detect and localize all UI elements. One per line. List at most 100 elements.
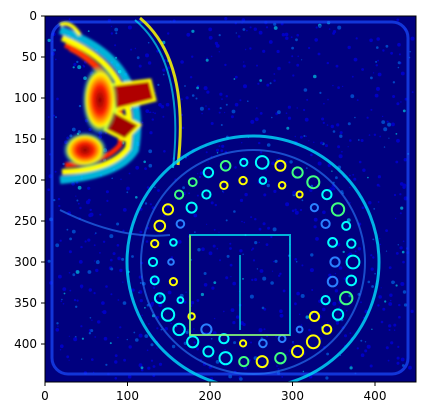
noise-speck <box>301 59 303 61</box>
noise-speck <box>110 32 114 35</box>
noise-speck <box>366 344 371 349</box>
noise-speck <box>300 294 305 298</box>
noise-speck <box>364 341 367 343</box>
noise-speck <box>353 57 358 62</box>
noise-speck <box>151 118 154 121</box>
noise-speck <box>394 217 397 220</box>
noise-speck <box>347 146 349 148</box>
noise-speck <box>364 349 368 353</box>
noise-speck <box>162 73 165 76</box>
noise-speck <box>144 167 148 171</box>
noise-speck <box>367 176 369 179</box>
noise-speck <box>54 170 57 173</box>
noise-speck <box>367 280 371 284</box>
noise-speck <box>156 298 158 301</box>
noise-speck <box>59 239 62 242</box>
noise-speck <box>296 291 300 296</box>
noise-speck <box>223 166 227 170</box>
noise-speck <box>341 150 343 153</box>
noise-speck <box>396 18 400 22</box>
noise-speck <box>210 338 213 340</box>
noise-speck <box>272 227 277 232</box>
noise-speck <box>149 131 153 135</box>
noise-speck <box>122 281 124 283</box>
noise-speck <box>119 268 123 273</box>
noise-speck <box>403 303 408 307</box>
noise-speck <box>230 115 234 119</box>
noise-speck <box>385 346 389 350</box>
noise-speck <box>208 35 213 40</box>
noise-speck <box>294 135 296 138</box>
noise-speck <box>374 93 379 98</box>
x-tick: 400 <box>364 382 386 403</box>
noise-speck <box>332 32 335 35</box>
noise-speck <box>295 260 298 263</box>
noise-speck <box>379 135 382 138</box>
noise-speck <box>55 116 57 119</box>
noise-speck <box>277 368 280 370</box>
noise-speck <box>266 83 270 87</box>
noise-speck <box>382 307 386 311</box>
noise-speck <box>392 95 396 98</box>
noise-speck <box>274 259 278 263</box>
noise-speck <box>121 257 125 261</box>
y-tick: 0 <box>29 9 45 23</box>
noise-speck <box>256 64 258 67</box>
noise-speck <box>284 180 287 183</box>
noise-speck <box>219 107 222 110</box>
noise-speck <box>402 290 407 294</box>
noise-speck <box>273 189 277 193</box>
noise-speck <box>315 237 319 241</box>
noise-speck <box>270 235 273 239</box>
noise-speck <box>302 370 305 373</box>
noise-speck <box>186 32 191 37</box>
noise-speck <box>373 72 375 74</box>
noise-speck <box>48 116 50 118</box>
noise-speck <box>243 84 247 89</box>
seal-glyph <box>309 203 319 213</box>
noise-speck <box>267 226 271 230</box>
seal-glyph <box>169 238 178 247</box>
noise-speck <box>265 26 269 29</box>
y-tick-label: 350 <box>14 296 37 310</box>
noise-speck <box>114 44 117 47</box>
noise-speck <box>254 218 257 221</box>
noise-speck <box>396 361 400 365</box>
seal-glyph <box>219 180 229 191</box>
noise-speck <box>207 161 209 163</box>
noise-speck <box>149 203 152 206</box>
noise-speck <box>87 198 91 202</box>
noise-speck <box>241 220 243 223</box>
noise-speck <box>336 321 339 325</box>
noise-speck <box>268 40 273 44</box>
noise-speck <box>145 109 150 113</box>
noise-speck <box>314 38 319 42</box>
noise-speck <box>110 25 113 28</box>
seal-glyph <box>291 344 305 359</box>
noise-speck <box>68 18 71 21</box>
noise-speck <box>279 309 283 314</box>
y-tick-label: 200 <box>14 173 37 187</box>
noise-speck <box>131 288 135 292</box>
noise-speck <box>111 177 113 180</box>
noise-speck <box>229 247 232 250</box>
noise-speck <box>357 247 362 251</box>
noise-speck <box>196 347 200 351</box>
noise-speck <box>317 52 321 56</box>
noise-speck <box>305 315 309 319</box>
noise-speck <box>106 199 109 202</box>
y-tick-label: 100 <box>14 91 37 105</box>
seal-glyph <box>341 220 352 231</box>
noise-speck <box>196 299 200 302</box>
noise-speck <box>292 342 295 345</box>
noise-speck <box>78 104 82 108</box>
noise-speck <box>328 273 332 277</box>
noise-speck <box>286 354 288 356</box>
noise-speck <box>147 61 152 65</box>
noise-speck <box>223 310 225 313</box>
seal-glyph <box>320 295 331 306</box>
noise-speck <box>381 120 386 124</box>
image-plot-area <box>45 16 416 382</box>
noise-speck <box>83 65 86 68</box>
noise-speck <box>73 298 77 302</box>
